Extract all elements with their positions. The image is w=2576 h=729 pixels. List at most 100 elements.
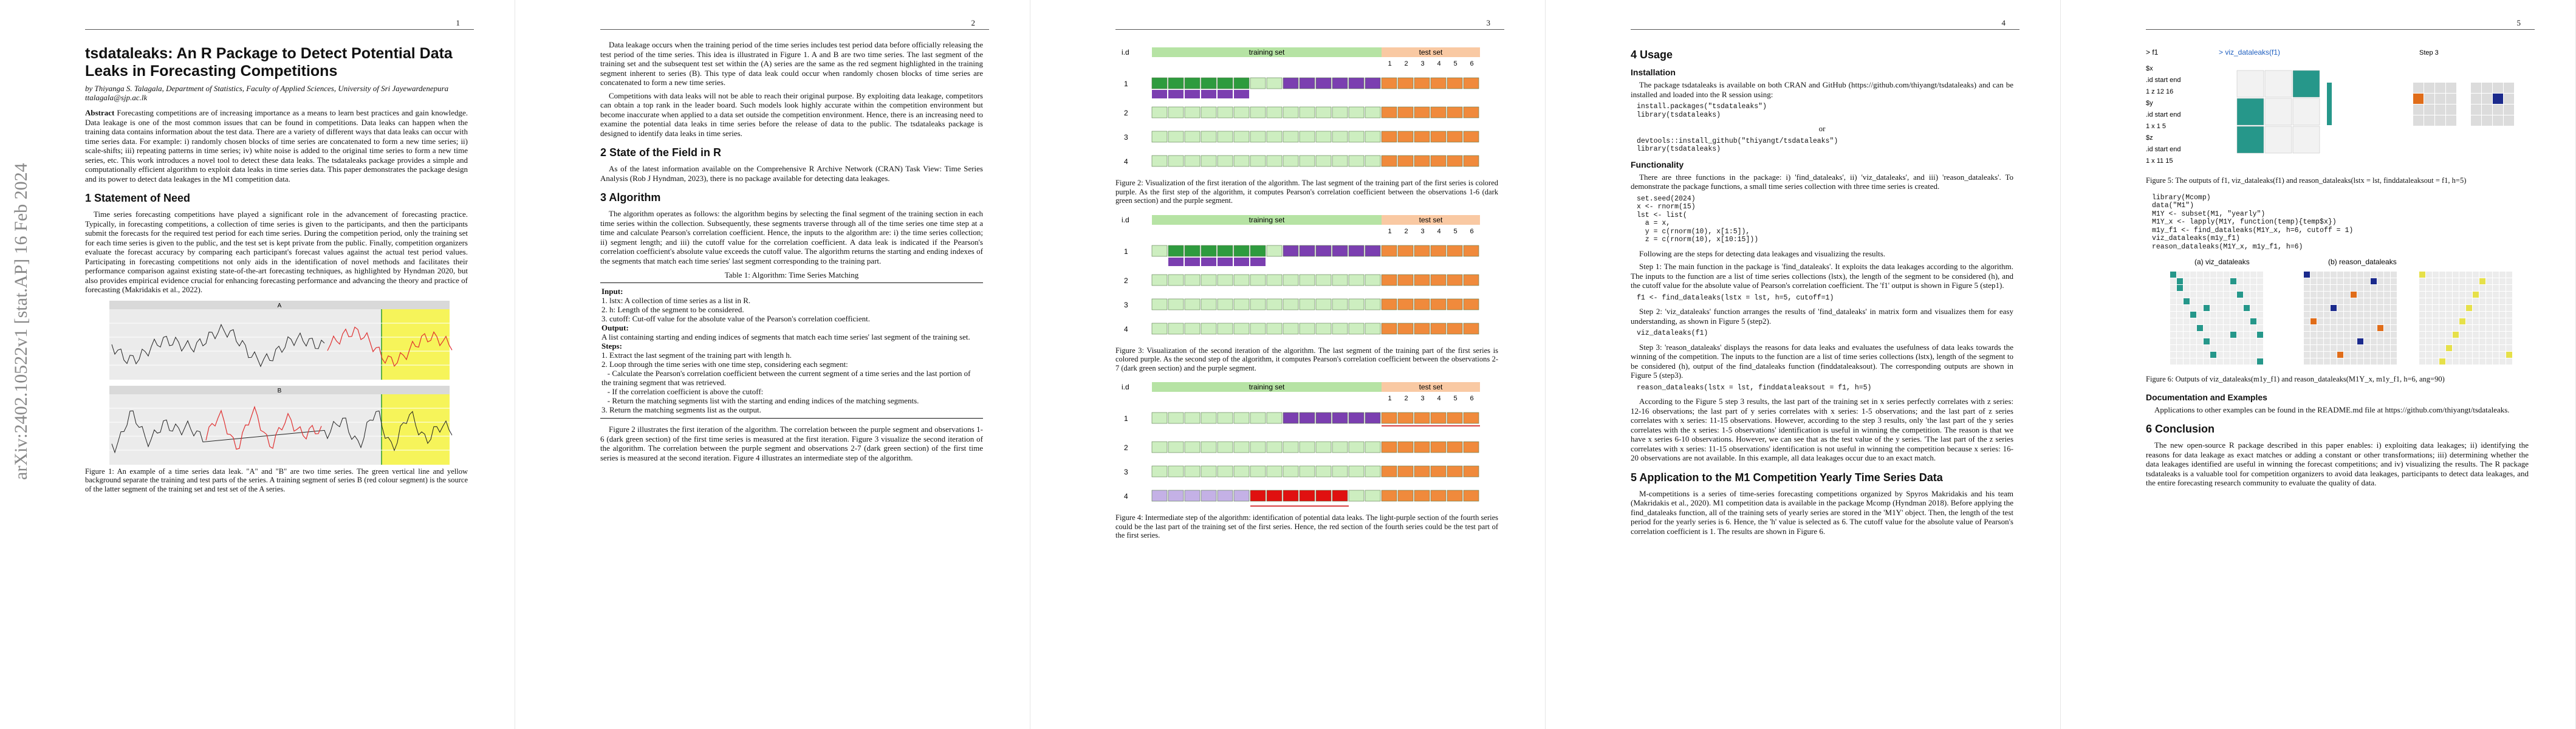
- cell: [1348, 412, 1365, 424]
- reason-cell: [2459, 298, 2465, 304]
- code-line: > viz_dataleaks(f1): [2219, 48, 2280, 56]
- cell: [1233, 412, 1250, 424]
- cell: [1201, 298, 1217, 310]
- reason-cell: [2433, 345, 2439, 351]
- heat-cell: [2217, 278, 2223, 284]
- reason-cell: [2337, 278, 2343, 284]
- reason-cell: [2331, 312, 2337, 318]
- reason-cell: [2324, 312, 2330, 318]
- reason-cell: [2426, 358, 2432, 364]
- reason-cell: [2433, 285, 2439, 291]
- reason-cell: [2499, 292, 2506, 298]
- step-number: 3: [1420, 60, 1424, 67]
- reason-cell: [2424, 104, 2434, 115]
- cell: [1430, 441, 1447, 453]
- page: 4 4 Usage Installation The package tsdatale…: [1546, 0, 2061, 729]
- heat-cell: [2244, 338, 2250, 344]
- reason-cell: [2357, 352, 2363, 358]
- reason-cell: [2371, 338, 2377, 344]
- step-number: 6: [1470, 395, 1473, 402]
- reason-cell: [2466, 332, 2472, 338]
- reason-cell: [2357, 358, 2363, 364]
- row-id: 4: [1124, 325, 1128, 334]
- reason-cell: [2479, 272, 2485, 278]
- reason-cell: [2459, 318, 2465, 324]
- reason-cell: [2317, 292, 2323, 298]
- cell: [1201, 465, 1217, 477]
- reason-cell: [2459, 358, 2465, 364]
- cell: [1447, 274, 1463, 286]
- heat-cell: [2197, 325, 2203, 331]
- reason-cell: [2391, 312, 2397, 318]
- cell: [1233, 298, 1250, 310]
- reason-cell: [2311, 352, 2317, 358]
- cell: [1381, 465, 1397, 477]
- reason-cell: [2304, 292, 2310, 298]
- reason-cell: [2426, 298, 2432, 304]
- reason-cell: [2479, 345, 2485, 351]
- cell: [1217, 131, 1233, 143]
- reason-cell: [2473, 278, 2479, 284]
- heading: 1 Statement of Need: [85, 192, 191, 204]
- heat-cell: [2224, 318, 2230, 324]
- reason-cell: [2311, 318, 2317, 324]
- heat-cell: [2197, 318, 2203, 324]
- page-content: tsdataleaks: An R Package to Detect Pote…: [85, 40, 468, 502]
- cell: [1299, 465, 1315, 477]
- reason-cell: [2304, 272, 2310, 278]
- reason-cell: [2337, 305, 2343, 311]
- cell: [1430, 245, 1447, 256]
- reason-cell: [2344, 345, 2350, 351]
- reason-cell: [2419, 318, 2425, 324]
- heat-cell: [2230, 272, 2236, 278]
- heat-cell: [2190, 312, 2196, 318]
- cell: [1201, 106, 1217, 118]
- caption: Figure 6: Outputs of viz_dataleaks(m1y_f…: [2146, 375, 2445, 383]
- reason-cell: [2479, 298, 2485, 304]
- reason-cell: [2493, 332, 2499, 338]
- reason-cell: [2317, 298, 2323, 304]
- reason-cell: [2384, 352, 2390, 358]
- heat-cell: [2184, 325, 2190, 331]
- heat-cell: [2177, 298, 2183, 304]
- reason-cell: [2384, 272, 2390, 278]
- reason-cell: [2446, 358, 2452, 364]
- reason-cell: [2364, 272, 2370, 278]
- reason-cell: [2482, 104, 2492, 115]
- page: 2 Data leakage occurs when the training p…: [515, 0, 1030, 729]
- reason-cell: [2357, 278, 2363, 284]
- reason-cell: [2377, 312, 2383, 318]
- row-id: 1: [1124, 247, 1128, 256]
- reason-cell: [2337, 325, 2343, 331]
- heat-cell: [2257, 278, 2263, 284]
- heat-cell: [2177, 318, 2183, 324]
- heat-cell: [2217, 298, 2223, 304]
- reason-cell: [2304, 285, 2310, 291]
- test-label: test set: [1419, 48, 1443, 56]
- reason-cell: [2391, 358, 2397, 364]
- paragraph: Step 2: 'viz_dataleaks' function arrange…: [1631, 307, 2013, 326]
- cell: [1250, 274, 1266, 286]
- heat-cell: [2210, 352, 2216, 358]
- cell: [1397, 274, 1414, 286]
- cell: [1217, 298, 1233, 310]
- step-number: 6: [1470, 60, 1473, 67]
- algorithm: Input: 1. lstx: A collection of time seri…: [600, 282, 983, 419]
- reason-cell: [2506, 345, 2512, 351]
- paragraph: According to the Figure 5 step 3 results…: [1631, 397, 2013, 462]
- cell: [1184, 441, 1201, 453]
- cell: [1233, 106, 1250, 118]
- reason-cell: [2371, 285, 2377, 291]
- reason-cell: [2357, 332, 2363, 338]
- cell: [1168, 412, 1184, 424]
- reason-cell: [2337, 285, 2343, 291]
- reason-cell: [2426, 305, 2432, 311]
- reason-cell: [2419, 352, 2425, 358]
- reason-cell: [2344, 298, 2350, 304]
- cell: [1332, 412, 1348, 424]
- reason-cell: [2453, 278, 2459, 284]
- heat-cell: [2237, 318, 2243, 324]
- reason-cell: [2311, 278, 2317, 284]
- reason-cell: [2446, 325, 2452, 331]
- reason-cell: [2391, 338, 2397, 344]
